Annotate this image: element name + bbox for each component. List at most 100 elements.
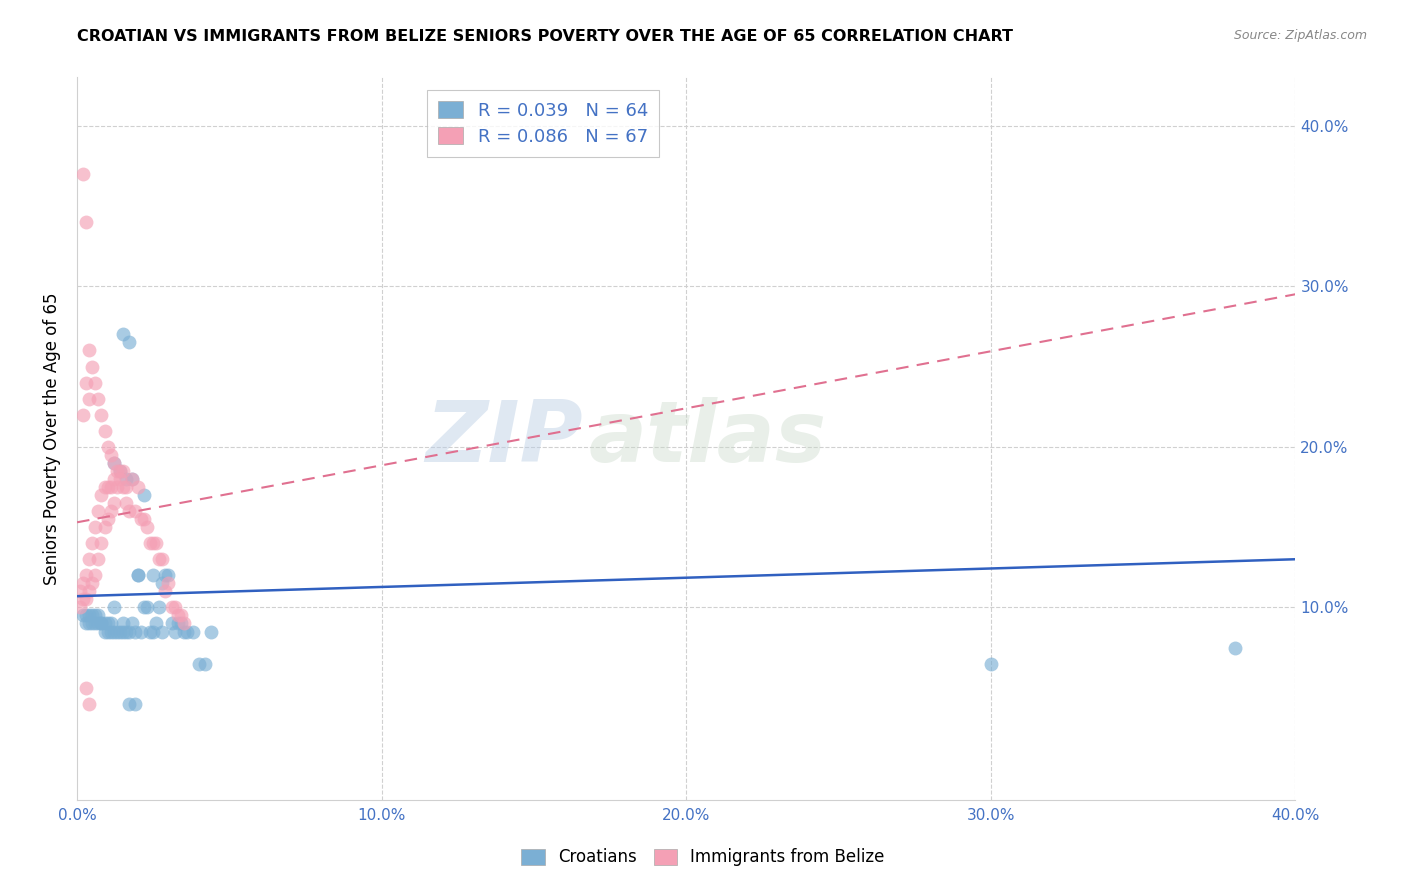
Point xyxy=(127,568,149,582)
Point xyxy=(160,600,183,615)
Point xyxy=(100,480,122,494)
Point xyxy=(87,552,110,566)
Point xyxy=(160,616,183,631)
Legend: R = 0.039   N = 64, R = 0.086   N = 67: R = 0.039 N = 64, R = 0.086 N = 67 xyxy=(427,90,659,157)
Point xyxy=(132,488,155,502)
Point xyxy=(72,408,94,422)
Point xyxy=(90,488,112,502)
Point xyxy=(111,624,134,639)
Point xyxy=(194,657,217,671)
Point xyxy=(105,624,128,639)
Point xyxy=(103,600,125,615)
Point xyxy=(118,504,141,518)
Point xyxy=(96,624,118,639)
Point xyxy=(93,480,115,494)
Point xyxy=(111,480,134,494)
Point xyxy=(157,576,180,591)
Point xyxy=(173,624,195,639)
Point xyxy=(93,624,115,639)
Point xyxy=(114,496,136,510)
Point xyxy=(82,616,104,631)
Point xyxy=(129,624,152,639)
Point xyxy=(69,584,91,599)
Point xyxy=(111,327,134,342)
Point xyxy=(121,472,143,486)
Point xyxy=(77,392,100,406)
Point xyxy=(187,657,209,671)
Point xyxy=(169,608,191,623)
Point xyxy=(72,608,94,623)
Text: CROATIAN VS IMMIGRANTS FROM BELIZE SENIORS POVERTY OVER THE AGE OF 65 CORRELATIO: CROATIAN VS IMMIGRANTS FROM BELIZE SENIO… xyxy=(77,29,1014,44)
Point xyxy=(82,359,104,374)
Point xyxy=(100,504,122,518)
Point xyxy=(82,576,104,591)
Point xyxy=(84,608,107,623)
Point xyxy=(124,504,146,518)
Point xyxy=(103,624,125,639)
Point xyxy=(72,592,94,607)
Point xyxy=(132,600,155,615)
Point xyxy=(145,616,167,631)
Point xyxy=(82,608,104,623)
Point xyxy=(72,576,94,591)
Point xyxy=(69,600,91,615)
Point xyxy=(77,552,100,566)
Point xyxy=(173,616,195,631)
Point xyxy=(96,440,118,454)
Point xyxy=(96,616,118,631)
Point xyxy=(96,480,118,494)
Point xyxy=(75,592,97,607)
Point xyxy=(114,624,136,639)
Point xyxy=(105,480,128,494)
Point xyxy=(82,536,104,550)
Point xyxy=(136,520,159,534)
Point xyxy=(90,616,112,631)
Y-axis label: Seniors Poverty Over the Age of 65: Seniors Poverty Over the Age of 65 xyxy=(44,293,60,585)
Point xyxy=(87,616,110,631)
Point xyxy=(84,520,107,534)
Point xyxy=(105,464,128,478)
Point xyxy=(169,616,191,631)
Point xyxy=(136,600,159,615)
Point xyxy=(166,616,188,631)
Point xyxy=(150,624,173,639)
Point xyxy=(77,608,100,623)
Point xyxy=(77,584,100,599)
Point xyxy=(132,512,155,526)
Point xyxy=(75,616,97,631)
Point xyxy=(75,215,97,229)
Point xyxy=(100,624,122,639)
Point xyxy=(75,568,97,582)
Point xyxy=(118,624,141,639)
Legend: Croatians, Immigrants from Belize: Croatians, Immigrants from Belize xyxy=(515,842,891,873)
Point xyxy=(108,464,131,478)
Point xyxy=(90,408,112,422)
Point xyxy=(150,552,173,566)
Point xyxy=(980,657,1002,671)
Point xyxy=(127,568,149,582)
Point xyxy=(114,480,136,494)
Point xyxy=(142,624,165,639)
Point xyxy=(118,697,141,711)
Point xyxy=(103,456,125,470)
Point xyxy=(75,376,97,390)
Point xyxy=(77,343,100,358)
Point xyxy=(148,600,170,615)
Point xyxy=(142,536,165,550)
Point xyxy=(108,464,131,478)
Point xyxy=(72,167,94,181)
Point xyxy=(100,616,122,631)
Point xyxy=(127,480,149,494)
Point xyxy=(111,616,134,631)
Text: ZIP: ZIP xyxy=(425,397,582,480)
Point xyxy=(93,424,115,438)
Point xyxy=(155,568,177,582)
Point xyxy=(108,472,131,486)
Point xyxy=(157,568,180,582)
Point xyxy=(84,568,107,582)
Point xyxy=(77,616,100,631)
Point xyxy=(103,456,125,470)
Point xyxy=(155,584,177,599)
Point xyxy=(77,697,100,711)
Point xyxy=(166,608,188,623)
